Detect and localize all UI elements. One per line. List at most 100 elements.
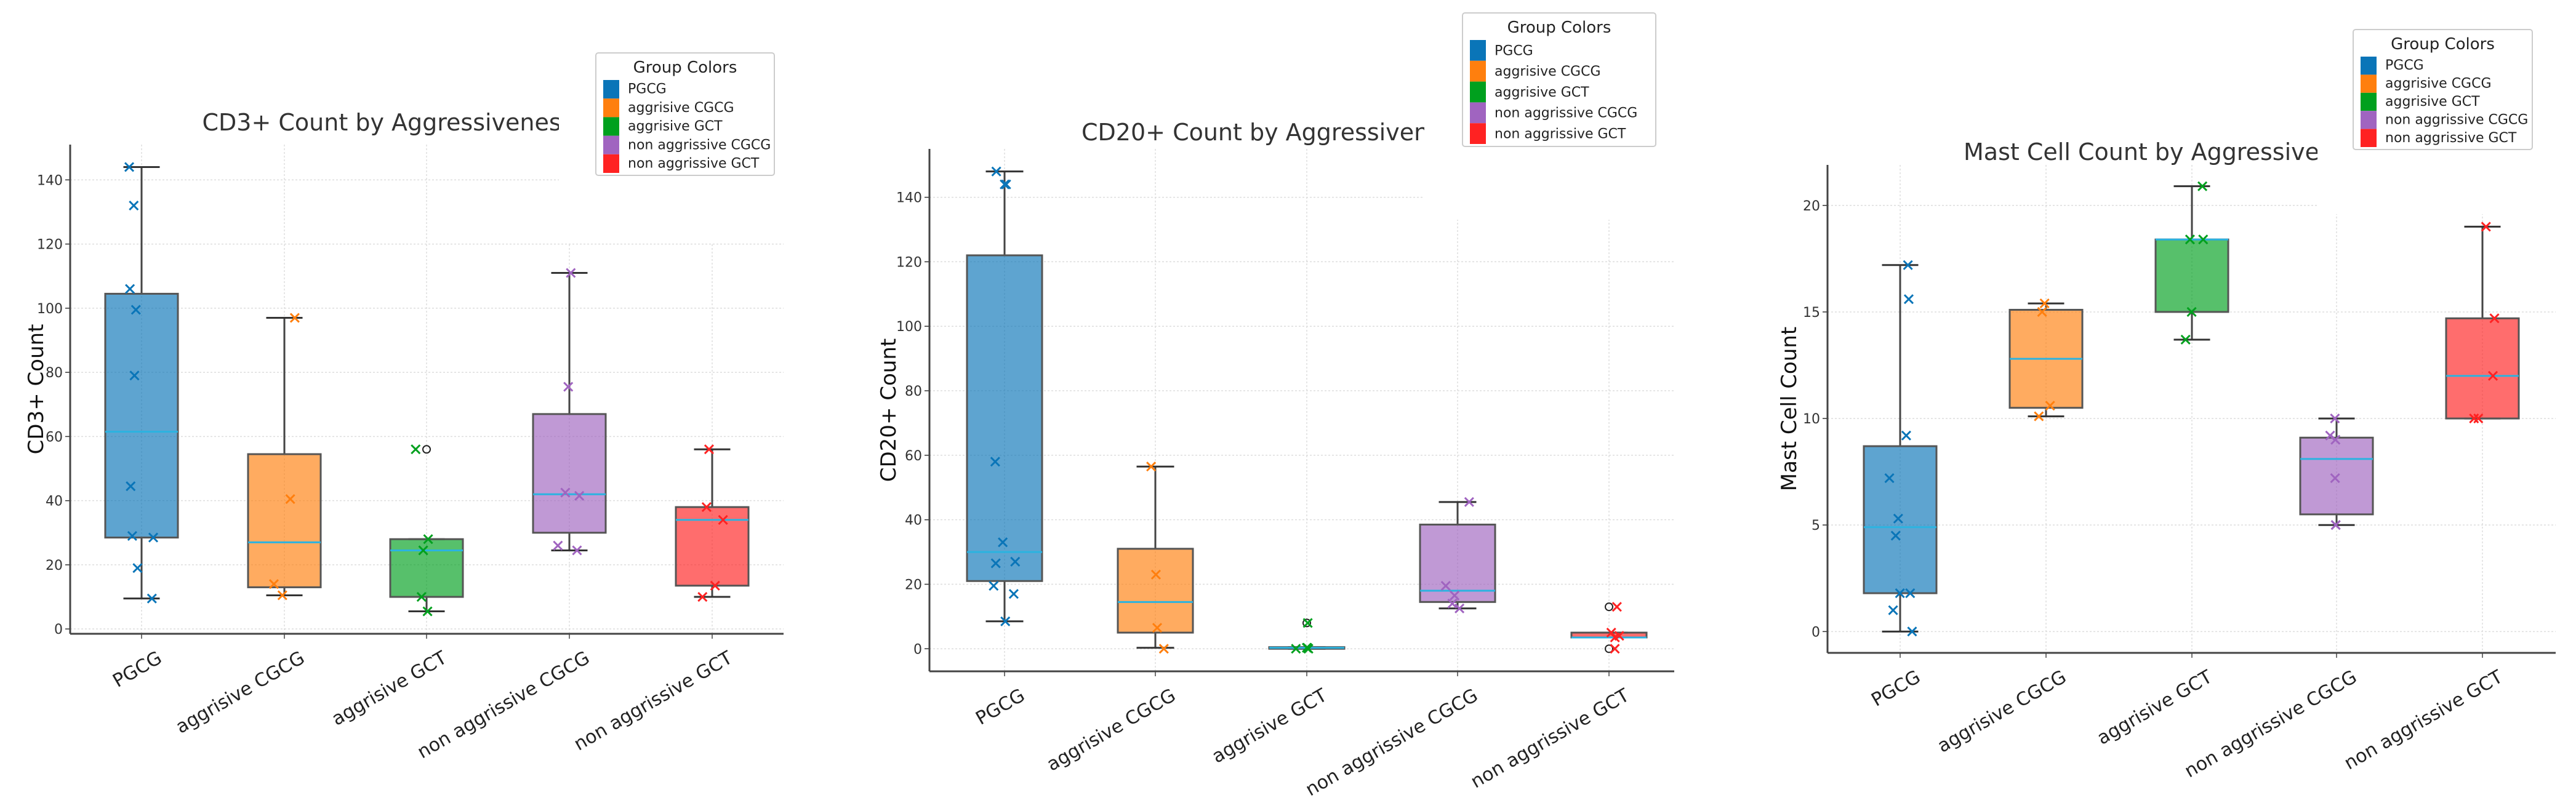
y-tick-label: 60 (905, 449, 922, 464)
data-point (2185, 234, 2195, 245)
data-point-stroke (1000, 179, 1010, 190)
data-point-stroke (126, 481, 136, 492)
data-point-stroke (991, 166, 1001, 177)
data-point-stroke (289, 313, 300, 323)
data-point (991, 166, 1001, 177)
box-5 (1570, 602, 1648, 654)
legend-label: non aggrissive GCT (628, 156, 760, 172)
box-iqr (2154, 238, 2229, 313)
data-point (1610, 632, 1620, 643)
y-tick-label: 5 (1812, 518, 1820, 533)
data-point (418, 545, 428, 556)
data-point-stroke (1610, 632, 1620, 643)
data-point-stroke (423, 534, 433, 545)
data-point (1905, 588, 1916, 599)
box-4 (532, 268, 607, 556)
x-tick-label: non aggrissive GCT (2341, 666, 2507, 774)
data-point-stroke (2037, 306, 2047, 317)
legend-swatch (2361, 57, 2377, 75)
data-point-stroke (1895, 588, 1905, 599)
box-iqr (1419, 524, 1496, 603)
legend-swatch (2361, 129, 2377, 147)
x-tick-label: aggrisive CGCG (172, 647, 308, 738)
data-point-stroke (566, 268, 576, 278)
legend: Group Colors PGCG aggrisive CGCG aggrisive … (1462, 12, 1656, 147)
data-point-stroke (697, 591, 708, 602)
outlier-point (1605, 644, 1613, 653)
data-point (1001, 179, 1011, 190)
y-tick-label: 140 (37, 173, 63, 188)
data-point-stroke (704, 444, 715, 455)
data-point (148, 532, 159, 543)
data-point (1907, 626, 1917, 637)
y-tick-label: 10 (1803, 412, 1820, 427)
box-3 (2154, 181, 2229, 345)
data-point (2045, 401, 2055, 411)
data-point-stroke (989, 581, 999, 591)
data-point-stroke (553, 540, 563, 551)
data-point-stroke (1010, 556, 1021, 567)
box-2 (2008, 298, 2084, 421)
y-tick-label: 80 (905, 384, 922, 399)
legend-swatch (603, 80, 619, 99)
data-point-stroke (710, 580, 720, 591)
data-point (1301, 642, 1312, 653)
data-point (289, 313, 300, 323)
data-point (990, 558, 1001, 569)
data-point (1291, 644, 1301, 654)
data-point (704, 444, 715, 455)
data-point (416, 591, 427, 602)
data-point (1903, 260, 1913, 270)
legend-title: Group Colors (633, 58, 737, 77)
data-point-stroke (2469, 413, 2479, 424)
legend-label: non aggrissive CGCG (1495, 106, 1637, 121)
data-point (2489, 313, 2500, 324)
data-point-stroke (411, 444, 421, 455)
legend-label: PGCG (2385, 58, 2424, 73)
legend-label: aggrisive CGCG (1495, 64, 1601, 79)
legend: Group Colors PGCG aggrisive CGCG aggrisive … (2353, 29, 2533, 150)
data-point-stroke (1903, 260, 1913, 270)
data-point-stroke (127, 530, 137, 541)
y-tick-label: 0 (913, 642, 922, 657)
data-point (2039, 298, 2050, 309)
box-2 (247, 313, 322, 601)
box-3 (389, 444, 464, 617)
box-iqr (2445, 317, 2520, 420)
data-point-stroke (2473, 413, 2484, 424)
data-point (574, 490, 585, 501)
data-point (2330, 473, 2340, 484)
data-point (1158, 644, 1169, 654)
data-point-stroke (1905, 588, 1916, 599)
data-point-stroke (1455, 603, 1465, 613)
y-tick-label: 20 (905, 578, 922, 593)
data-point (1152, 623, 1163, 633)
data-point (277, 590, 287, 601)
data-point-stroke (1301, 642, 1312, 653)
data-point-stroke (1907, 626, 1917, 637)
data-point-stroke (1901, 430, 1911, 441)
data-point (1895, 588, 1905, 599)
data-point-stroke (1158, 644, 1169, 654)
data-point (2469, 413, 2479, 424)
outlier-point (1302, 618, 1311, 628)
legend-title: Group Colors (1507, 18, 1611, 37)
x-tick-label: aggrisive GCT (1208, 684, 1331, 767)
legend-label: PGCG (1495, 43, 1533, 58)
data-point (422, 606, 433, 617)
legend-swatch (603, 117, 619, 136)
box-iqr (675, 506, 750, 587)
legend-label: aggrisive CGCG (628, 100, 734, 116)
box-1 (966, 166, 1043, 626)
y-tick-label: 100 (37, 302, 63, 317)
x-tick-label: PGCG (1868, 666, 1924, 711)
data-point-stroke (146, 593, 157, 604)
data-point (2037, 306, 2047, 317)
data-point-stroke (1150, 569, 1161, 580)
data-point (718, 514, 728, 525)
data-point-stroke (124, 162, 135, 172)
data-point (563, 382, 574, 392)
y-tick-label: 0 (1812, 625, 1820, 640)
data-point-stroke (2489, 313, 2500, 324)
legend-label: non aggrissive GCT (1495, 127, 1626, 142)
